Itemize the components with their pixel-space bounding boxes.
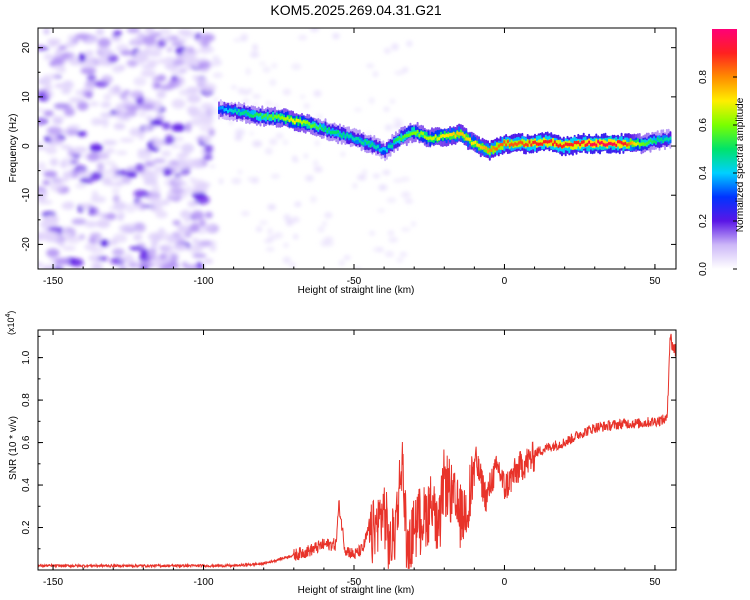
- colorbar-ticks: 0.0 0.2 0.4 0.6 0.8: [698, 70, 737, 276]
- y-tick-label: 20: [21, 42, 32, 54]
- x-tick-label: -50: [347, 276, 362, 287]
- y-multiplier-label: (x104): [5, 311, 16, 335]
- x-tick-label: 50: [649, 577, 661, 588]
- y-tick-label: 0.2: [21, 520, 32, 534]
- bottom-y-ticks: 0.2 0.4 0.6 0.8 1.0: [21, 335, 676, 550]
- x-tick-label: 0: [502, 276, 508, 287]
- colorbar-label: Normalized spectral amplitude: [735, 97, 746, 232]
- colorbar-tick-label: 0.6: [698, 118, 709, 132]
- spectrogram-image: [38, 28, 672, 269]
- colorbar-tick-label: 0.2: [698, 214, 709, 228]
- y-tick-label: -20: [21, 237, 32, 252]
- noise-blobs: [38, 28, 416, 269]
- x-tick-label: -150: [43, 577, 63, 588]
- top-y-ticks: -20 -10 0 10 20: [21, 42, 676, 270]
- bottom-x-ticks: -150 -100 -50 0 50: [43, 330, 661, 588]
- top-x-axis-label: Height of straight line (km): [298, 285, 415, 296]
- x-tick-label: 0: [502, 577, 508, 588]
- x-tick-label: -50: [347, 577, 362, 588]
- snr-series-line: [38, 333, 676, 569]
- colorbar-tick-label: 0.0: [698, 262, 709, 276]
- x-tick-label: 50: [649, 276, 661, 287]
- colorbar-gradient: [712, 29, 737, 269]
- signal-ridge: [218, 99, 672, 162]
- x-tick-label: -100: [194, 276, 214, 287]
- y-tick-label: 1.0: [21, 350, 32, 364]
- colorbar: 0.0 0.2 0.4 0.6 0.8 Normalized spectral ampl…: [698, 29, 746, 276]
- y-tick-label: 10: [21, 91, 32, 103]
- colorbar-tick-label: 0.4: [698, 166, 709, 180]
- y-tick-label: 0: [21, 143, 32, 149]
- bottom-x-axis-label: Height of straight line (km): [298, 585, 415, 596]
- colorbar-tick-label: 0.8: [698, 70, 709, 84]
- y-tick-label: 0.6: [21, 435, 32, 449]
- top-x-ticks: -150 -100 -50 0 50: [43, 28, 661, 287]
- x-tick-label: -100: [194, 577, 214, 588]
- svg-text:(x104): (x104): [5, 311, 16, 335]
- chart-title: KOM5.2025.269.04.31.G21: [270, 2, 441, 18]
- snr-panel: -150 -100 -50 0 50 0.2 0.4 0.6 0.8 1.0 Height of…: [5, 311, 677, 596]
- y-tick-label: 0.8: [21, 393, 32, 407]
- y-tick-label: 0.4: [21, 478, 32, 492]
- x-tick-label: -150: [43, 276, 63, 287]
- top-y-axis-label: Frequency (Hz): [8, 114, 19, 183]
- y-tick-label: -10: [21, 188, 32, 203]
- bottom-y-axis-label: SNR (10 * v/v): [8, 416, 19, 480]
